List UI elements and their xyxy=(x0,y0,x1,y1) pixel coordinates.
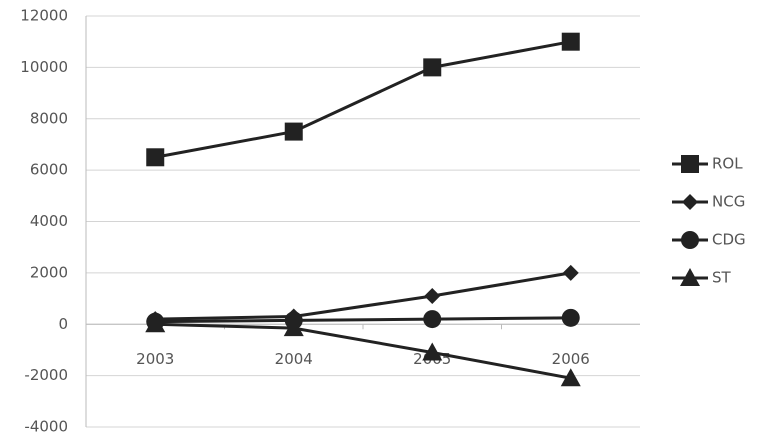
y-tick-label: 10000 xyxy=(20,58,68,76)
data-point xyxy=(422,342,443,361)
data-point xyxy=(423,310,442,329)
x-tick-label: 2003 xyxy=(136,350,174,368)
legend-marker xyxy=(682,194,698,210)
x-tick-label: 2006 xyxy=(552,350,590,368)
data-point xyxy=(561,32,580,51)
series-line xyxy=(155,316,571,324)
data-point xyxy=(283,318,304,337)
legend-label: CDG xyxy=(712,231,746,249)
data-point xyxy=(145,314,166,333)
data-point xyxy=(284,122,303,141)
y-tick-label: 12000 xyxy=(20,7,68,25)
data-point xyxy=(561,308,580,327)
legend-label: ST xyxy=(712,269,732,287)
y-tick-label: 6000 xyxy=(30,161,68,179)
data-point xyxy=(423,58,442,77)
legend-label: NCG xyxy=(712,193,745,211)
data-point xyxy=(146,148,165,167)
data-point xyxy=(560,368,581,387)
legend-marker xyxy=(681,231,699,249)
legend-label: ROL xyxy=(712,155,743,173)
data-point xyxy=(562,264,579,281)
series-line xyxy=(155,271,571,321)
series-line xyxy=(154,40,572,159)
y-tick-label: 8000 xyxy=(30,109,68,127)
y-tick-label: -4000 xyxy=(24,418,68,436)
y-tick-label: 2000 xyxy=(30,263,68,281)
legend-marker xyxy=(681,155,699,173)
legend-marker xyxy=(680,268,700,286)
data-point xyxy=(424,287,441,304)
y-tick-label: 0 xyxy=(58,315,68,333)
y-tick-label: 4000 xyxy=(30,212,68,230)
x-tick-label: 2004 xyxy=(275,350,313,368)
y-tick-label: -2000 xyxy=(24,366,68,384)
series-line xyxy=(155,322,572,380)
